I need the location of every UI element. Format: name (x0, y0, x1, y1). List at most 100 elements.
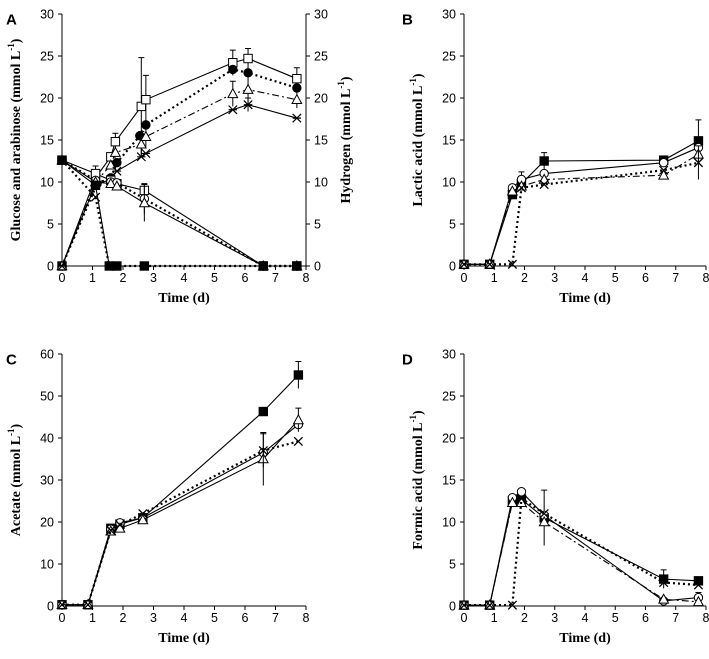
panel-c-x-tick-label: 8 (303, 611, 310, 625)
data-point (243, 53, 253, 64)
panel-d-y-tick-label: 25 (442, 390, 456, 404)
data-point (90, 192, 101, 202)
panel-a-y2-tick-label: 25 (314, 50, 328, 64)
data-point (516, 493, 527, 504)
series-line (464, 496, 699, 607)
data-point (292, 413, 305, 425)
panel-b-x-label: Time (d) (559, 291, 611, 306)
panel-c-series-open-triangle (56, 407, 305, 610)
data-point (507, 259, 518, 269)
panel-c-x-tick-label: 5 (211, 611, 218, 625)
panel-d-series-open-triangle (458, 496, 705, 610)
panel-a-x-tick-label: 4 (181, 271, 188, 285)
data-point (539, 508, 549, 519)
panel-c-label: C (6, 351, 17, 368)
panel-b-series-filled-square (459, 119, 704, 270)
data-point (115, 520, 125, 530)
panel-d-x-tick-label: 8 (703, 611, 709, 625)
data-point (112, 261, 122, 271)
panel-c-x-label: Time (d) (158, 631, 210, 646)
panel-c-y-tick-label: 60 (40, 348, 54, 362)
panel-d-y-tick-label: 0 (449, 600, 456, 614)
data-point (258, 406, 269, 417)
panel-b-x-tick-label: 5 (612, 271, 619, 285)
panel-d-y-tick-label: 5 (449, 558, 456, 572)
data-point (242, 83, 254, 94)
panel-d-y-tick-label: 15 (442, 474, 456, 488)
panel-b-y-tick-label: 30 (442, 8, 456, 22)
data-point (692, 595, 705, 607)
panel-a-x-tick-label: 7 (272, 271, 279, 285)
panel-a-y2-tick-label: 10 (314, 176, 328, 190)
data-point (57, 600, 67, 610)
panel-b-y-tick-label: 0 (449, 260, 456, 274)
data-point (258, 261, 268, 271)
panel-b-y-tick-label: 10 (442, 176, 456, 190)
panel-d-x-tick-label: 0 (461, 611, 468, 625)
data-point (258, 445, 268, 456)
data-point (243, 100, 253, 110)
data-point (292, 261, 302, 271)
data-point (693, 158, 704, 168)
series-line (464, 502, 699, 606)
panel-c-x-tick-label: 1 (89, 611, 96, 625)
series-line (464, 498, 699, 606)
panel-a-y2-tick-label: 15 (314, 134, 328, 148)
data-point (227, 87, 239, 99)
data-point (112, 166, 122, 176)
panel-a-y-label: Glucose and arabinose (mmol L-1) (6, 38, 24, 241)
data-point (104, 261, 114, 271)
data-point (507, 600, 518, 610)
panel-d-y-tick-label: 10 (442, 516, 456, 530)
panel-a-y2-tick-label: 0 (314, 260, 321, 274)
panel-b-x-tick-label: 7 (672, 271, 679, 285)
panel-a-y-tick-label: 10 (40, 176, 54, 190)
data-point (459, 600, 469, 610)
panel-c-series-filled-square (57, 361, 304, 610)
panel-d-y-tick-label: 30 (442, 348, 456, 362)
data-point (228, 64, 238, 75)
panel-c-y-tick-label: 30 (40, 474, 54, 488)
panel-a-series-sugar-open-square (57, 155, 302, 271)
panel-b: B 0 1 2 3 4 5 6 7 8 0 5 10 15 20 25 30 Time (d) Lactic aci… (402, 8, 709, 307)
panel-a-x-tick-label: 6 (242, 271, 249, 285)
panel-d-series-open-circle (459, 487, 704, 610)
panel-a-x-tick-label: 5 (211, 271, 218, 285)
panel-c-x-tick-label: 3 (150, 611, 157, 625)
panel-b-y-tick-label: 15 (442, 134, 456, 148)
panel-b-x-tick-label: 2 (521, 271, 528, 285)
panel-b-y-label: Lactic acid (mmol L-1) (408, 73, 426, 206)
panel-a-y2-tick-label: 5 (314, 218, 321, 232)
panel-c-y-tick-label: 0 (47, 600, 54, 614)
series-line (61, 57, 298, 267)
data-point (106, 525, 116, 536)
panel-a-x-label: Time (d) (158, 291, 210, 306)
panel-a-y2-label: Hydrogen (mmol L-1) (336, 76, 354, 203)
panel-b-x-tick-label: 1 (491, 271, 498, 285)
panel-d-series-filled-square (459, 489, 704, 610)
panel-a-y-tick-label: 0 (47, 260, 54, 274)
panel-a-x-tick-label: 0 (59, 271, 66, 285)
data-point (293, 436, 304, 447)
data-point (110, 136, 121, 147)
panel-b-y-tick-label: 5 (449, 218, 456, 232)
panel-b-x-tick-label: 0 (461, 271, 468, 285)
panel-b-series-open-circle (459, 142, 704, 270)
panel-c-y-label: Acetate (mmol L-1) (6, 423, 24, 536)
panel-c-y-tick-label: 40 (40, 432, 54, 446)
panel-d: D 0 1 2 3 4 5 6 7 8 0 5 10 15 20 25 30 Time (d) Formic aci… (402, 348, 709, 647)
panel-a-series-hydrogen-filled-circle (57, 64, 302, 271)
panel-a-y-tick-label: 20 (40, 92, 54, 106)
panel-c-y-tick-label: 20 (40, 516, 54, 530)
panel-c-x-tick-label: 7 (272, 611, 279, 625)
panel-a-y2-tick-label: 20 (314, 92, 328, 106)
panel-b-x-tick-label: 8 (703, 271, 709, 285)
panel-c: C 0 1 2 3 4 5 6 7 8 0 10 20 30 40 50 60 Time (d) Acetate (… (6, 348, 310, 647)
data-point (140, 130, 152, 141)
panel-b-x-tick-label: 6 (642, 271, 649, 285)
data-point (506, 185, 519, 196)
data-point (135, 138, 147, 149)
panel-d-label: D (402, 351, 413, 368)
data-point (539, 156, 549, 166)
